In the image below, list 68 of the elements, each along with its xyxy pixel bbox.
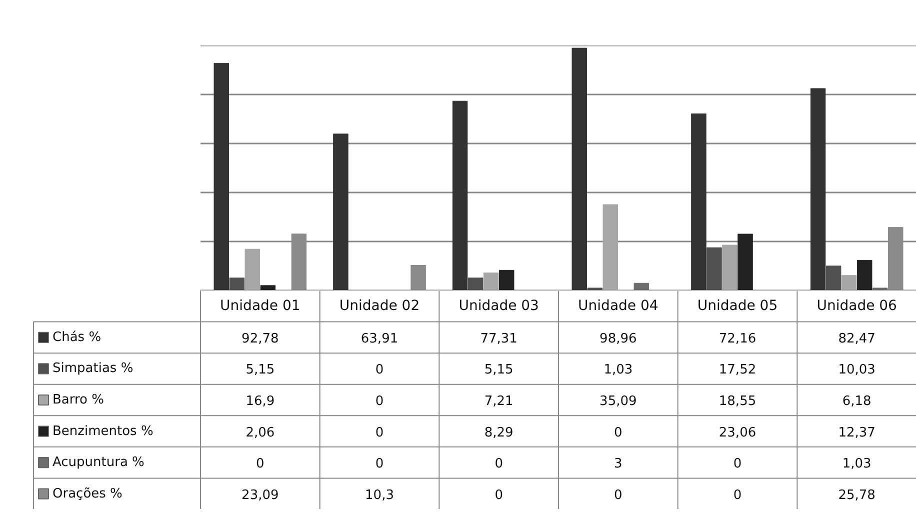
bar [738,234,753,290]
x-tick-label: Unidade 04 [578,298,658,314]
data-label: 1,03 [842,456,872,472]
data-label: 8,29 [484,425,514,440]
bar [468,278,484,290]
bar [722,244,738,290]
data-label: 35,09 [600,394,637,409]
data-label: 0 [733,488,742,503]
bar [826,266,842,290]
data-label: 0 [494,456,503,472]
data-label: 0 [614,425,622,440]
legend-label: Orações % [52,486,122,502]
data-label: 82,47 [838,331,876,346]
data-label: 23,06 [718,425,756,440]
data-label: 23,09 [242,488,279,503]
bar [634,282,650,290]
bar [856,260,872,290]
data-label: 0 [375,394,384,409]
data-label: 0 [494,488,503,503]
bar [602,204,618,290]
x-tick-label: Unidade 05 [697,298,778,314]
data-label: 77,31 [480,331,518,346]
legend-label: Benzimentos % [52,424,154,439]
data-label: 17,52 [718,362,756,378]
data-label: 10,3 [365,488,394,503]
legend-label: Acupuntura % [52,455,144,470]
bar [498,270,514,290]
data-label: 98,96 [600,331,637,346]
data-label: 6,18 [842,394,872,409]
data-label: 63,91 [360,331,398,346]
data-label: 0 [614,488,622,503]
data-label: 5,15 [246,362,275,378]
legend-label: Simpatias % [52,361,134,376]
data-label: 7,21 [484,394,514,409]
data-label: 16,9 [246,394,275,409]
data-label: 92,78 [242,331,279,346]
bar [810,88,826,290]
bar [483,272,499,290]
x-tick-label: Unidade 01 [220,298,300,314]
bar [452,100,468,290]
data-label: 0 [375,456,384,472]
data-label: 0 [733,456,742,472]
data-label: 3 [614,456,622,472]
data-label: 25,78 [838,488,876,503]
bar [260,285,276,290]
x-tick-label: Unidade 02 [339,298,420,314]
legend-label: Chás % [52,330,102,345]
bar [244,248,260,290]
data-label: 12,37 [838,425,876,440]
bar [214,62,229,290]
x-tick-label: Unidade 03 [458,298,539,314]
bar [691,113,706,290]
data-label: 0 [375,425,384,440]
data-label: 1,03 [604,362,633,378]
bar [229,278,245,290]
data-label: 0 [375,362,384,378]
bar [572,48,587,290]
data-label: 2,06 [246,425,275,440]
data-label: 18,55 [718,394,756,409]
data-label: 72,16 [718,331,756,346]
data-label: 0 [256,456,264,472]
bar [706,247,722,290]
legend-label: Barro % [52,392,104,408]
data-label: 5,15 [484,362,514,378]
x-tick-label: Unidade 06 [816,298,898,314]
data-label: 10,03 [838,362,876,378]
bar [333,134,348,290]
bar [841,275,857,290]
